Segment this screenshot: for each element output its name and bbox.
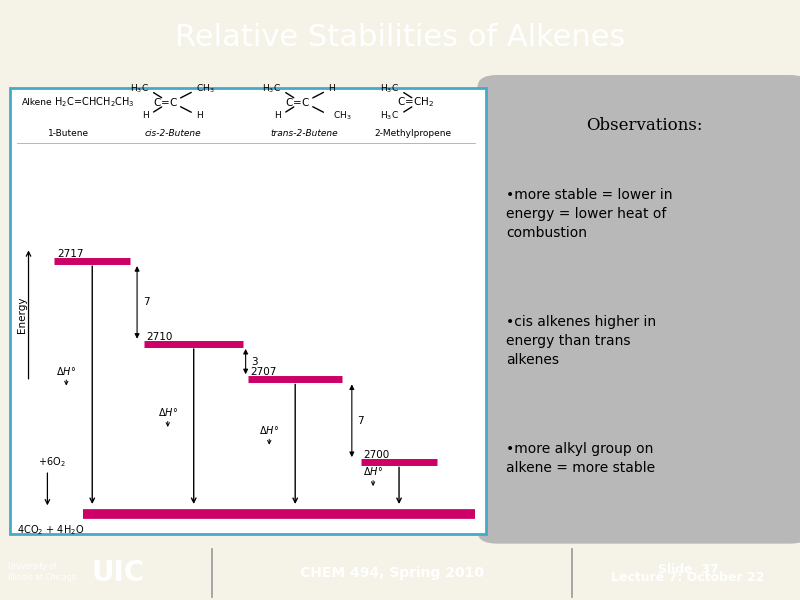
- Text: $\Delta H°$: $\Delta H°$: [259, 424, 279, 436]
- Text: $\Delta H°$: $\Delta H°$: [158, 406, 178, 418]
- Text: 2710: 2710: [146, 332, 173, 341]
- Text: Energy: Energy: [18, 296, 27, 333]
- Text: Slide  37: Slide 37: [658, 563, 718, 576]
- Text: 1-Butene: 1-Butene: [48, 129, 90, 138]
- Text: H$_3$C: H$_3$C: [262, 83, 281, 95]
- FancyBboxPatch shape: [10, 88, 486, 534]
- Text: 7: 7: [358, 416, 364, 426]
- Text: 2717: 2717: [57, 249, 83, 259]
- Text: C$\!=\!$CH$_2$: C$\!=\!$CH$_2$: [397, 95, 434, 109]
- Text: University of
Illinois at Chicago: University of Illinois at Chicago: [8, 562, 76, 582]
- Text: Alkene: Alkene: [22, 98, 52, 107]
- Text: CH$_3$: CH$_3$: [196, 83, 214, 95]
- Text: CHEM 494, Spring 2010: CHEM 494, Spring 2010: [300, 566, 484, 580]
- Text: Lecture 7: October 22: Lecture 7: October 22: [611, 571, 765, 584]
- Text: H: H: [328, 85, 335, 94]
- Text: C$\!=\!$C: C$\!=\!$C: [285, 97, 310, 109]
- Text: Relative Stabilities of Alkenes: Relative Stabilities of Alkenes: [175, 23, 625, 52]
- Text: 2700: 2700: [364, 450, 390, 460]
- Text: $\Delta H°$: $\Delta H°$: [56, 365, 76, 377]
- Text: •more alkyl group on
alkene = more stable: •more alkyl group on alkene = more stabl…: [506, 442, 655, 475]
- Text: H$_2$C$\!=\!$CHCH$_2$CH$_3$: H$_2$C$\!=\!$CHCH$_2$CH$_3$: [54, 95, 135, 109]
- FancyBboxPatch shape: [478, 75, 800, 544]
- Text: H: H: [196, 111, 203, 120]
- Text: C$\!=\!$C: C$\!=\!$C: [153, 97, 178, 109]
- Text: 2-Methylpropene: 2-Methylpropene: [374, 129, 452, 138]
- Text: cis-2-Butene: cis-2-Butene: [144, 129, 201, 138]
- Text: +6O$_2$: +6O$_2$: [38, 455, 66, 469]
- Text: 4CO$_2$ + 4H$_2$O: 4CO$_2$ + 4H$_2$O: [17, 523, 84, 537]
- Text: 7: 7: [142, 298, 150, 307]
- Text: $\Delta H°$: $\Delta H°$: [363, 465, 383, 477]
- Text: UIC: UIC: [92, 559, 145, 587]
- Text: trans-2-Butene: trans-2-Butene: [271, 129, 338, 138]
- Text: •more stable = lower in
energy = lower heat of
combustion: •more stable = lower in energy = lower h…: [506, 188, 673, 240]
- Text: H$_3$C: H$_3$C: [380, 83, 399, 95]
- Text: H: H: [142, 111, 149, 120]
- Text: H$_3$C: H$_3$C: [380, 109, 399, 122]
- Text: CH$_3$: CH$_3$: [333, 109, 351, 122]
- Text: 2707: 2707: [250, 367, 277, 377]
- Text: H$_3$C: H$_3$C: [130, 83, 149, 95]
- Text: Observations:: Observations:: [586, 118, 702, 134]
- Text: 3: 3: [251, 356, 258, 367]
- Text: •cis alkenes higher in
energy than trans
alkenes: •cis alkenes higher in energy than trans…: [506, 315, 657, 367]
- Text: H: H: [274, 111, 281, 120]
